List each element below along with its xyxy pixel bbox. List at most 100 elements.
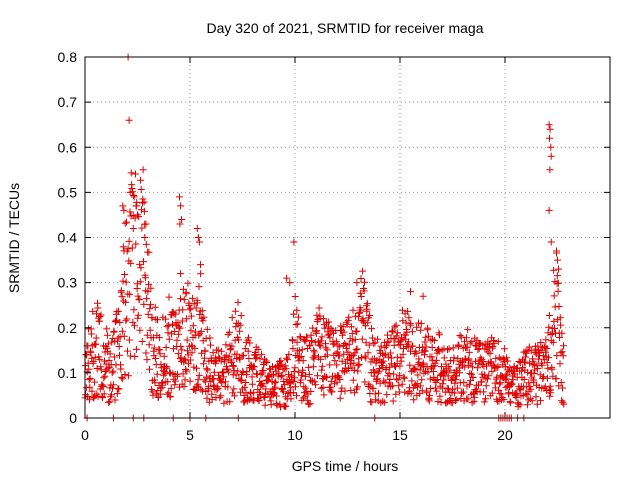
- data-point: [122, 278, 130, 286]
- data-point: [522, 349, 530, 357]
- data-point: [111, 396, 119, 404]
- data-point: [248, 380, 256, 388]
- data-point: [118, 293, 126, 301]
- data-point: [357, 275, 365, 282]
- data-point: [179, 285, 187, 293]
- data-point: [528, 397, 536, 405]
- data-point: [114, 334, 122, 342]
- data-point: [154, 316, 161, 324]
- data-point: [404, 307, 412, 315]
- data-point: [319, 383, 327, 391]
- data-point: [435, 347, 443, 355]
- data-point: [232, 371, 240, 379]
- data-point: [124, 372, 132, 380]
- data-point: [214, 346, 222, 354]
- data-point: [282, 402, 290, 410]
- data-point: [130, 192, 138, 199]
- data-point: [349, 306, 357, 314]
- data-point: [185, 360, 192, 368]
- data-point: [147, 284, 155, 292]
- data-point: [205, 382, 213, 390]
- data-point: [115, 385, 123, 393]
- data-point: [114, 385, 122, 392]
- data-point: [374, 335, 382, 343]
- data-point: [555, 303, 563, 310]
- data-point: [498, 394, 506, 402]
- data-point: [105, 398, 113, 406]
- data-point: [361, 278, 368, 286]
- data-point: [465, 355, 473, 363]
- data-point: [237, 376, 245, 384]
- data-point: [532, 393, 540, 401]
- data-point: [200, 313, 208, 321]
- data-point: [359, 316, 367, 324]
- data-point: [368, 398, 376, 406]
- data-point: [103, 344, 111, 352]
- data-point: [123, 315, 131, 323]
- data-point: [360, 287, 368, 295]
- data-point: [446, 366, 454, 374]
- data-point: [318, 333, 326, 341]
- data-point: [426, 391, 434, 399]
- data-point: [299, 369, 307, 376]
- data-point: [348, 330, 356, 338]
- data-point: [388, 354, 396, 362]
- data-point: [548, 365, 556, 373]
- data-point: [502, 384, 510, 392]
- data-point: [396, 371, 404, 379]
- data-point: [224, 365, 231, 373]
- data-point: [361, 352, 369, 360]
- data-point: [92, 340, 100, 348]
- data-point: [263, 359, 271, 366]
- data-point: [538, 361, 546, 369]
- data-point-outlier: [353, 279, 361, 287]
- data-point: [183, 336, 191, 344]
- data-point: [430, 368, 437, 375]
- data-point: [457, 333, 465, 341]
- data-point-outlier: [126, 188, 134, 196]
- data-point: [374, 369, 382, 377]
- data-point: [354, 362, 362, 370]
- data-point: [345, 313, 353, 321]
- data-point: [295, 347, 303, 355]
- data-point: [169, 320, 176, 328]
- data-point: [343, 344, 351, 352]
- data-point: [192, 328, 199, 336]
- data-point-outlier: [546, 166, 554, 174]
- data-point: [522, 353, 529, 361]
- data-point: [194, 376, 202, 384]
- data-point: [208, 396, 216, 404]
- data-point: [120, 332, 128, 340]
- data-point: [162, 315, 169, 323]
- data-point: [393, 353, 401, 361]
- data-point: [315, 341, 323, 349]
- data-point: [173, 336, 181, 344]
- data-point: [310, 348, 318, 356]
- data-point: [412, 348, 420, 356]
- data-point: [557, 321, 565, 329]
- data-point: [494, 362, 502, 370]
- data-point: [164, 378, 172, 386]
- data-point: [224, 383, 232, 391]
- data-point: [96, 313, 104, 320]
- data-point: [558, 329, 566, 337]
- data-point: [109, 367, 117, 375]
- data-point: [385, 379, 393, 387]
- data-point: [412, 365, 420, 373]
- data-point: [380, 377, 388, 385]
- data-point: [165, 335, 173, 343]
- data-point-outlier: [129, 225, 137, 232]
- data-point: [136, 278, 144, 286]
- data-point: [289, 345, 297, 353]
- data-point: [157, 384, 165, 392]
- data-point: [369, 385, 377, 392]
- data-point: [524, 368, 532, 376]
- data-point: [116, 319, 124, 326]
- data-point: [396, 362, 404, 370]
- data-point: [142, 240, 150, 248]
- data-point: [342, 341, 350, 349]
- data-point: [230, 385, 238, 393]
- data-point: [262, 385, 270, 393]
- data-point: [431, 384, 439, 392]
